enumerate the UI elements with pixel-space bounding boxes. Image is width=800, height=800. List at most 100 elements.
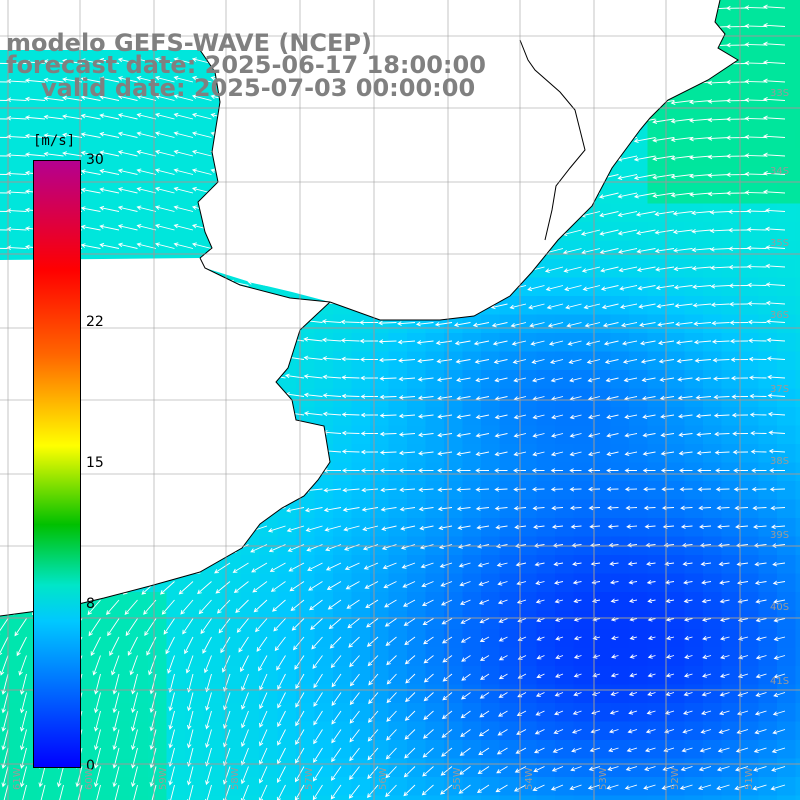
wind-arrow bbox=[689, 118, 712, 123]
speed-cell bbox=[536, 555, 556, 574]
speed-cell bbox=[777, 499, 796, 519]
wind-arrow bbox=[92, 655, 101, 676]
wind-arrow bbox=[698, 766, 712, 772]
speed-cell bbox=[758, 185, 778, 204]
wind-arrow bbox=[331, 747, 342, 763]
speed-cell bbox=[296, 518, 315, 537]
speed-cell bbox=[555, 407, 574, 426]
wind-arrow bbox=[765, 245, 786, 250]
speed-cell bbox=[296, 555, 315, 574]
wind-arrow bbox=[109, 636, 120, 656]
speed-cell bbox=[296, 795, 315, 800]
speed-cell bbox=[703, 444, 722, 463]
wind-arrow bbox=[625, 505, 638, 511]
speed-cell bbox=[610, 555, 630, 574]
wind-arrow bbox=[638, 303, 656, 309]
speed-cell bbox=[203, 592, 223, 611]
wind-arrow bbox=[535, 710, 545, 716]
speed-cell bbox=[795, 370, 800, 389]
speed-cell bbox=[388, 684, 408, 704]
wind-arrow bbox=[536, 673, 545, 679]
wind-arrow bbox=[536, 655, 545, 660]
wind-arrow bbox=[636, 248, 656, 254]
wind-arrow bbox=[602, 322, 619, 328]
wind-arrow bbox=[117, 224, 138, 231]
longitude-label: 59W bbox=[158, 767, 169, 790]
speed-cell bbox=[74, 111, 93, 130]
speed-cell bbox=[444, 481, 463, 500]
wind-arrow bbox=[479, 636, 490, 642]
speed-cell bbox=[795, 407, 800, 426]
speed-cell bbox=[314, 703, 334, 722]
wind-arrow bbox=[178, 581, 194, 595]
speed-cell bbox=[499, 555, 519, 574]
wind-arrow bbox=[287, 544, 305, 552]
speed-cell bbox=[518, 351, 537, 371]
wind-arrow bbox=[107, 618, 120, 637]
wind-arrow bbox=[131, 692, 138, 714]
speed-cell bbox=[351, 481, 371, 500]
speed-cell bbox=[444, 740, 463, 759]
speed-cell bbox=[758, 555, 778, 574]
wind-arrow bbox=[479, 710, 490, 718]
speed-cell bbox=[0, 185, 19, 204]
wind-arrow bbox=[535, 692, 545, 697]
wind-arrow bbox=[43, 96, 64, 101]
speed-cell bbox=[740, 684, 759, 704]
wind-arrow bbox=[267, 525, 286, 533]
speed-cell bbox=[795, 18, 800, 38]
wind-arrow bbox=[203, 655, 212, 674]
speed-cell bbox=[407, 684, 426, 704]
speed-cell bbox=[629, 166, 648, 186]
speed-cell bbox=[573, 795, 593, 800]
speed-cell bbox=[573, 444, 593, 463]
wind-arrow bbox=[418, 432, 434, 438]
wind-arrow bbox=[168, 710, 175, 730]
wind-arrow bbox=[493, 359, 508, 364]
wind-arrow bbox=[683, 673, 693, 678]
speed-cell bbox=[758, 259, 778, 278]
wind-arrow bbox=[581, 248, 601, 255]
wind-arrow bbox=[628, 598, 638, 604]
wind-arrow bbox=[655, 266, 675, 272]
wind-arrow bbox=[728, 264, 749, 270]
speed-cell bbox=[573, 721, 593, 741]
speed-cell bbox=[499, 592, 519, 611]
speed-cell bbox=[499, 518, 519, 537]
speed-cell bbox=[314, 647, 334, 667]
latitude-label: 39S bbox=[770, 530, 790, 541]
speed-cell bbox=[74, 92, 93, 112]
wind-arrow bbox=[535, 599, 545, 604]
wind-arrow bbox=[397, 339, 416, 345]
speed-cell bbox=[351, 333, 371, 352]
speed-cell bbox=[740, 666, 759, 685]
wind-arrow bbox=[331, 673, 342, 688]
wind-arrow bbox=[322, 411, 342, 417]
wind-arrow bbox=[661, 784, 675, 790]
wind-arrow bbox=[683, 598, 693, 604]
wind-arrow bbox=[440, 766, 453, 776]
speed-cell bbox=[444, 425, 463, 445]
latitude-label: 38S bbox=[770, 456, 790, 467]
speed-cell bbox=[573, 425, 593, 445]
wind-arrow bbox=[6, 245, 27, 250]
wind-arrow bbox=[644, 524, 656, 529]
wind-arrow bbox=[660, 414, 675, 419]
speed-cell bbox=[721, 277, 741, 297]
speed-cell bbox=[647, 499, 667, 519]
speed-cell bbox=[185, 703, 204, 722]
speed-cell bbox=[370, 684, 389, 704]
wind-arrow bbox=[173, 242, 194, 249]
wind-arrow bbox=[440, 581, 453, 587]
speed-cell bbox=[296, 629, 315, 648]
speed-cell bbox=[758, 721, 778, 741]
speed-cell bbox=[610, 333, 630, 352]
speed-cell bbox=[314, 684, 334, 704]
speed-cell bbox=[536, 758, 556, 778]
speed-cell bbox=[758, 407, 778, 426]
wind-arrow bbox=[341, 375, 360, 380]
wind-arrow bbox=[173, 94, 194, 101]
speed-cell bbox=[647, 518, 667, 537]
speed-cell bbox=[314, 629, 334, 648]
wind-arrow bbox=[750, 430, 767, 436]
